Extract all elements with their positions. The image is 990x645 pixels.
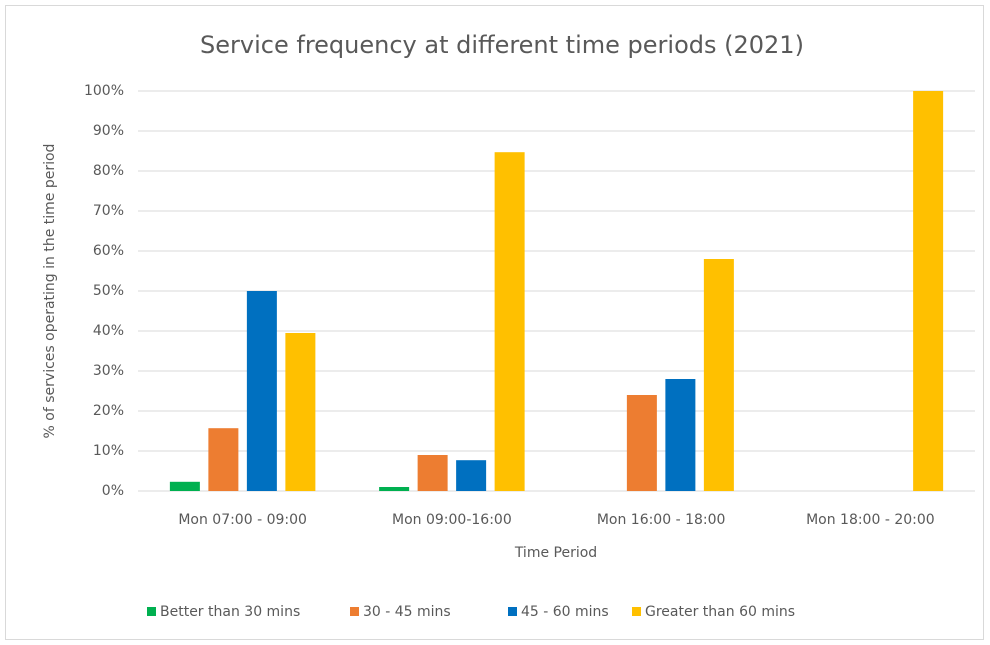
y-tick-label: 100% [84,83,124,99]
y-tick-label: 30% [93,363,124,379]
bar [417,455,448,491]
y-tick-label: 90% [93,123,124,139]
y-axis-label: % of services operating in the time peri… [42,144,58,439]
chart-border [5,5,984,640]
bar [626,395,657,491]
bar [665,379,696,491]
x-tick-label: Mon 18:00 - 20:00 [806,512,935,528]
legend-label: 30 - 45 mins [363,604,451,620]
bar [456,460,487,491]
y-tick-label: 60% [93,243,124,259]
legend-label: Better than 30 mins [160,604,300,620]
legend-swatch [350,607,359,616]
bar [379,487,410,491]
y-tick-label: 20% [93,403,124,419]
y-tick-label: 40% [93,323,124,339]
legend-label: 45 - 60 mins [521,604,609,620]
chart-title: Service frequency at different time peri… [200,31,804,59]
y-tick-label: 80% [93,163,124,179]
y-tick-label: 0% [102,483,124,499]
x-tick-label: Mon 16:00 - 18:00 [597,512,726,528]
legend-swatch [632,607,641,616]
x-tick-label: Mon 09:00-16:00 [392,512,512,528]
legend-swatch [508,607,517,616]
legend-swatch [147,607,156,616]
bar [285,333,316,491]
bar [208,428,239,491]
legend-label: Greater than 60 mins [645,604,795,620]
bar [169,481,200,491]
x-axis-label: Time Period [514,545,597,561]
bar [703,259,734,491]
bar [246,291,277,491]
bar [913,91,944,491]
y-tick-label: 10% [93,443,124,459]
bar [494,152,525,491]
x-tick-label: Mon 07:00 - 09:00 [178,512,307,528]
y-tick-label: 50% [93,283,124,299]
y-tick-label: 70% [93,203,124,219]
